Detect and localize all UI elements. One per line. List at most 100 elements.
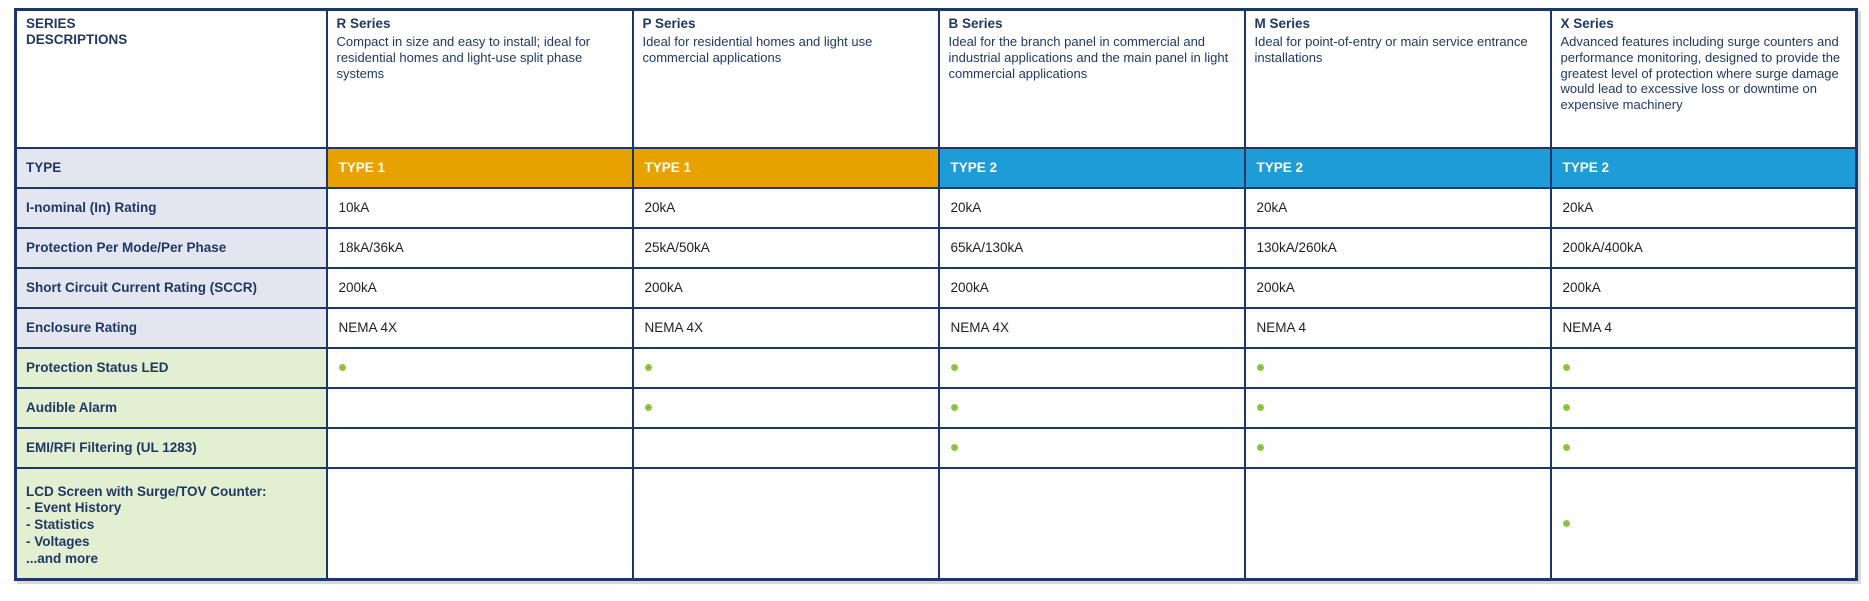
- lcd-label-line: - Event History: [26, 500, 122, 516]
- i-nominal-cell-m: 20kA: [1243, 186, 1552, 229]
- series-header-m: M Series Ideal for point-of-entry or mai…: [1243, 8, 1552, 149]
- enclosure-cell-p: NEMA 4X: [631, 306, 940, 349]
- emi-cell-b: [937, 426, 1246, 469]
- green-status-dot-icon: [338, 363, 346, 371]
- series-header-b: B Series Ideal for the branch panel in c…: [937, 8, 1246, 149]
- type-cell-m: TYPE 2: [1243, 146, 1552, 189]
- sccr-cell-b: 200kA: [937, 266, 1246, 309]
- green-status-dot-icon: [1562, 443, 1570, 451]
- lcd-cell-m: [1243, 466, 1552, 581]
- series-header-r: R Series Compact in size and easy to ins…: [325, 8, 634, 149]
- protection-cell-m: 130kA/260kA: [1243, 226, 1552, 269]
- table-row-type: TYPE TYPE 1 TYPE 1 TYPE 2 TYPE 2 TYPE 2: [14, 146, 1858, 189]
- sccr-cell-m: 200kA: [1243, 266, 1552, 309]
- protection-cell-r: 18kA/36kA: [325, 226, 634, 269]
- enclosure-cell-r: NEMA 4X: [325, 306, 634, 349]
- series-name: B Series: [948, 16, 1003, 31]
- i-nominal-cell-b: 20kA: [937, 186, 1246, 229]
- corner-header-cell: SERIES DESCRIPTIONS: [14, 8, 328, 149]
- row-label-led: Protection Status LED: [14, 346, 328, 389]
- enclosure-cell-b: NEMA 4X: [937, 306, 1246, 349]
- sccr-cell-p: 200kA: [631, 266, 940, 309]
- table-row-enclosure: Enclosure Rating NEMA 4X NEMA 4X NEMA 4X…: [14, 306, 1858, 349]
- led-cell-r: [325, 346, 634, 389]
- row-label-protection: Protection Per Mode/Per Phase: [14, 226, 328, 269]
- i-nominal-cell-r: 10kA: [325, 186, 634, 229]
- type-cell-r: TYPE 1: [325, 146, 634, 189]
- emi-cell-m: [1243, 426, 1552, 469]
- protection-cell-p: 25kA/50kA: [631, 226, 940, 269]
- series-header-p: P Series Ideal for residential homes and…: [631, 8, 940, 149]
- led-cell-x: [1549, 346, 1858, 389]
- row-label-type: TYPE: [14, 146, 328, 189]
- emi-cell-x: [1549, 426, 1858, 469]
- emi-cell-p: [631, 426, 940, 469]
- lcd-cell-r: [325, 466, 634, 581]
- green-status-dot-icon: [1256, 443, 1264, 451]
- alarm-cell-p: [631, 386, 940, 429]
- green-status-dot-icon: [1256, 363, 1264, 371]
- series-comparison-table: SERIES DESCRIPTIONS R Series Compact in …: [14, 8, 1858, 581]
- table-row-lcd: LCD Screen with Surge/TOV Counter: - Eve…: [14, 466, 1858, 581]
- green-status-dot-icon: [1256, 403, 1264, 411]
- table-row-sccr: Short Circuit Current Rating (SCCR) 200k…: [14, 266, 1858, 309]
- row-label-sccr: Short Circuit Current Rating (SCCR): [14, 266, 328, 309]
- green-status-dot-icon: [644, 363, 652, 371]
- green-status-dot-icon: [950, 363, 958, 371]
- table-row-led: Protection Status LED: [14, 346, 1858, 389]
- row-label-enclosure: Enclosure Rating: [14, 306, 328, 349]
- green-status-dot-icon: [950, 443, 958, 451]
- series-description: Ideal for residential homes and light us…: [642, 33, 873, 65]
- alarm-cell-r: [325, 386, 634, 429]
- table-header-row: SERIES DESCRIPTIONS R Series Compact in …: [14, 8, 1858, 149]
- series-description: Ideal for the branch panel in commercial…: [948, 33, 1229, 81]
- row-label-lcd: LCD Screen with Surge/TOV Counter: - Eve…: [14, 466, 328, 581]
- lcd-cell-b: [937, 466, 1246, 581]
- protection-cell-x: 200kA/400kA: [1549, 226, 1858, 269]
- series-description: Advanced features including surge counte…: [1560, 33, 1841, 113]
- lcd-label-line: - Voltages: [26, 534, 90, 550]
- row-label-i-nominal: I-nominal (In) Rating: [14, 186, 328, 229]
- series-name: M Series: [1254, 16, 1311, 31]
- alarm-cell-m: [1243, 386, 1552, 429]
- alarm-cell-b: [937, 386, 1246, 429]
- sccr-cell-r: 200kA: [325, 266, 634, 309]
- led-cell-p: [631, 346, 940, 389]
- lcd-cell-p: [631, 466, 940, 581]
- emi-cell-r: [325, 426, 634, 469]
- green-status-dot-icon: [1562, 363, 1570, 371]
- table-row-alarm: Audible Alarm: [14, 386, 1858, 429]
- row-label-alarm: Audible Alarm: [14, 386, 328, 429]
- type-cell-x: TYPE 2: [1549, 146, 1858, 189]
- sccr-cell-x: 200kA: [1549, 266, 1858, 309]
- enclosure-cell-m: NEMA 4: [1243, 306, 1552, 349]
- green-status-dot-icon: [644, 403, 652, 411]
- corner-header-label: SERIES DESCRIPTIONS: [26, 16, 128, 48]
- table-row-protection: Protection Per Mode/Per Phase 18kA/36kA …: [14, 226, 1858, 269]
- type-cell-p: TYPE 1: [631, 146, 940, 189]
- series-description: Ideal for point-of-entry or main service…: [1254, 33, 1528, 65]
- type-cell-b: TYPE 2: [937, 146, 1246, 189]
- alarm-cell-x: [1549, 386, 1858, 429]
- table-row-i-nominal: I-nominal (In) Rating 10kA 20kA 20kA 20k…: [14, 186, 1858, 229]
- lcd-label-line: LCD Screen with Surge/TOV Counter:: [26, 483, 267, 499]
- green-status-dot-icon: [1562, 519, 1570, 527]
- series-header-x: X Series Advanced features including sur…: [1549, 8, 1858, 149]
- green-status-dot-icon: [950, 403, 958, 411]
- i-nominal-cell-p: 20kA: [631, 186, 940, 229]
- green-status-dot-icon: [1562, 403, 1570, 411]
- led-cell-m: [1243, 346, 1552, 389]
- lcd-label-line: ...and more: [26, 551, 99, 567]
- table-row-emi: EMI/RFI Filtering (UL 1283): [14, 426, 1858, 469]
- series-name: X Series: [1560, 16, 1614, 31]
- enclosure-cell-x: NEMA 4: [1549, 306, 1858, 349]
- led-cell-b: [937, 346, 1246, 389]
- series-name: R Series: [336, 16, 391, 31]
- lcd-label-line: - Statistics: [26, 517, 95, 533]
- series-description: Compact in size and easy to install; ide…: [336, 33, 591, 81]
- lcd-cell-x: [1549, 466, 1858, 581]
- row-label-emi: EMI/RFI Filtering (UL 1283): [14, 426, 328, 469]
- protection-cell-b: 65kA/130kA: [937, 226, 1246, 269]
- i-nominal-cell-x: 20kA: [1549, 186, 1858, 229]
